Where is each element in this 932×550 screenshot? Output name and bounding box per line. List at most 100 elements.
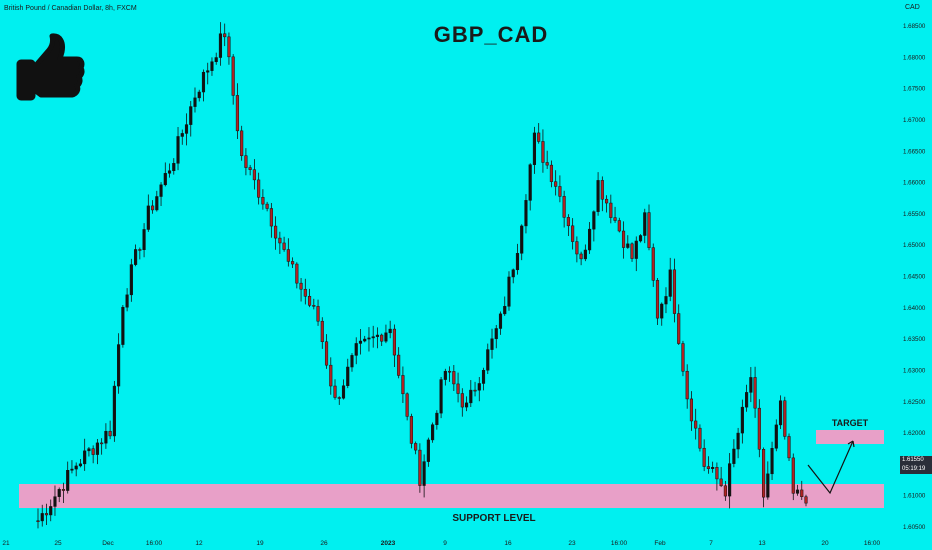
candle-body bbox=[583, 249, 587, 260]
candle-body bbox=[91, 448, 95, 455]
y-tick-label: 1.63000 bbox=[903, 367, 926, 374]
y-tick-label: 1.63500 bbox=[903, 336, 926, 343]
candle-body bbox=[562, 196, 566, 218]
candle-body bbox=[626, 243, 630, 248]
candle-body bbox=[155, 196, 159, 211]
y-tick-label: 1.67500 bbox=[903, 86, 926, 93]
candle-body bbox=[248, 167, 252, 170]
candle-body bbox=[274, 225, 278, 239]
candle-body bbox=[719, 478, 723, 487]
chart-title: GBP_CAD bbox=[433, 22, 549, 47]
candle-body bbox=[61, 489, 66, 491]
x-tick-label: 12 bbox=[195, 540, 203, 547]
y-tick-label: 1.64000 bbox=[903, 305, 926, 312]
candle-body bbox=[44, 513, 49, 516]
candle-body bbox=[337, 397, 341, 399]
candle-body bbox=[210, 61, 214, 71]
candle-body bbox=[324, 341, 329, 366]
candle-body bbox=[426, 439, 430, 462]
y-tick-label: 1.65500 bbox=[903, 211, 926, 218]
candle-body bbox=[541, 141, 545, 163]
candle-body bbox=[240, 130, 244, 156]
candle-body bbox=[566, 217, 570, 227]
candle-body bbox=[87, 448, 91, 452]
candle-body bbox=[261, 197, 265, 205]
candle-body bbox=[698, 427, 702, 449]
candle-body bbox=[605, 198, 609, 204]
candle-body bbox=[494, 328, 498, 340]
candle-body bbox=[702, 447, 706, 467]
x-tick-label: 2023 bbox=[381, 540, 396, 547]
candle-body bbox=[244, 155, 248, 168]
candle-body bbox=[405, 393, 409, 417]
candle-body bbox=[448, 370, 452, 373]
candle-body bbox=[571, 225, 575, 242]
candle-body bbox=[651, 247, 655, 281]
x-tick-label: Feb bbox=[654, 540, 666, 547]
candle-body bbox=[435, 412, 439, 425]
candle-body bbox=[549, 164, 553, 182]
candle-body bbox=[579, 253, 583, 260]
candle-body bbox=[672, 269, 677, 314]
annotations-group: SUPPORT LEVEL TARGET bbox=[452, 418, 868, 524]
candle-body bbox=[460, 393, 464, 408]
x-tick-label: 21 bbox=[2, 540, 10, 547]
candle-body bbox=[575, 241, 579, 255]
candle-body bbox=[125, 294, 129, 308]
candle-body bbox=[333, 385, 337, 398]
candle-body bbox=[681, 343, 685, 372]
x-tick-label: 13 bbox=[758, 540, 766, 547]
candle-body bbox=[367, 337, 371, 340]
x-axis: 21 25 Dec 16:00 12 19 26 2023 9 16 23 16:00 Feb 7 13 20… bbox=[2, 540, 880, 547]
current-price-badge: 1.61550 bbox=[900, 456, 932, 466]
candle-body bbox=[172, 163, 176, 171]
candle-body bbox=[592, 211, 596, 230]
candle-body bbox=[638, 235, 643, 242]
candle-body bbox=[146, 205, 150, 230]
candle-body bbox=[528, 164, 532, 201]
candle-body bbox=[515, 253, 520, 271]
candle-body bbox=[660, 303, 664, 319]
candle-body bbox=[286, 249, 290, 262]
candle-body bbox=[655, 280, 660, 319]
candle-body bbox=[57, 489, 61, 497]
y-tick-label: 1.68000 bbox=[903, 54, 926, 61]
candle-body bbox=[214, 57, 218, 62]
candle-body bbox=[201, 71, 206, 93]
candle-body bbox=[630, 243, 634, 259]
candle-body bbox=[711, 467, 715, 469]
candle-body bbox=[757, 407, 761, 450]
candle-body bbox=[558, 186, 562, 197]
candle-body bbox=[388, 328, 392, 334]
y-tick-label: 1.65000 bbox=[903, 242, 926, 249]
candle-body bbox=[142, 229, 146, 250]
candle-body bbox=[762, 449, 766, 498]
support-zone bbox=[19, 484, 884, 508]
candle-body bbox=[532, 132, 537, 165]
x-tick-label: Dec bbox=[102, 540, 114, 547]
candle-body bbox=[129, 264, 133, 296]
candle-body bbox=[312, 305, 316, 307]
candle-body bbox=[689, 398, 694, 422]
candle-body bbox=[189, 106, 193, 125]
candle-body bbox=[414, 443, 418, 451]
candle-body bbox=[613, 217, 617, 221]
candle-body bbox=[176, 136, 180, 164]
x-tick-label: 23 bbox=[568, 540, 576, 547]
candle-body bbox=[375, 334, 380, 337]
candle-body bbox=[53, 496, 57, 507]
candle-body bbox=[78, 463, 82, 467]
candle-body bbox=[715, 467, 719, 480]
candle-body bbox=[486, 349, 490, 371]
candle-body bbox=[774, 424, 778, 449]
candles-group bbox=[36, 22, 808, 529]
candle-body bbox=[303, 288, 307, 297]
candle-body bbox=[617, 220, 621, 232]
candle-body bbox=[108, 430, 112, 437]
y-tick-label: 1.68500 bbox=[903, 23, 926, 30]
x-tick-label: 19 bbox=[256, 540, 264, 547]
candle-body bbox=[40, 513, 44, 522]
candle-body bbox=[634, 240, 638, 259]
x-tick-label: 20 bbox=[821, 540, 829, 547]
candle-body bbox=[117, 344, 121, 387]
